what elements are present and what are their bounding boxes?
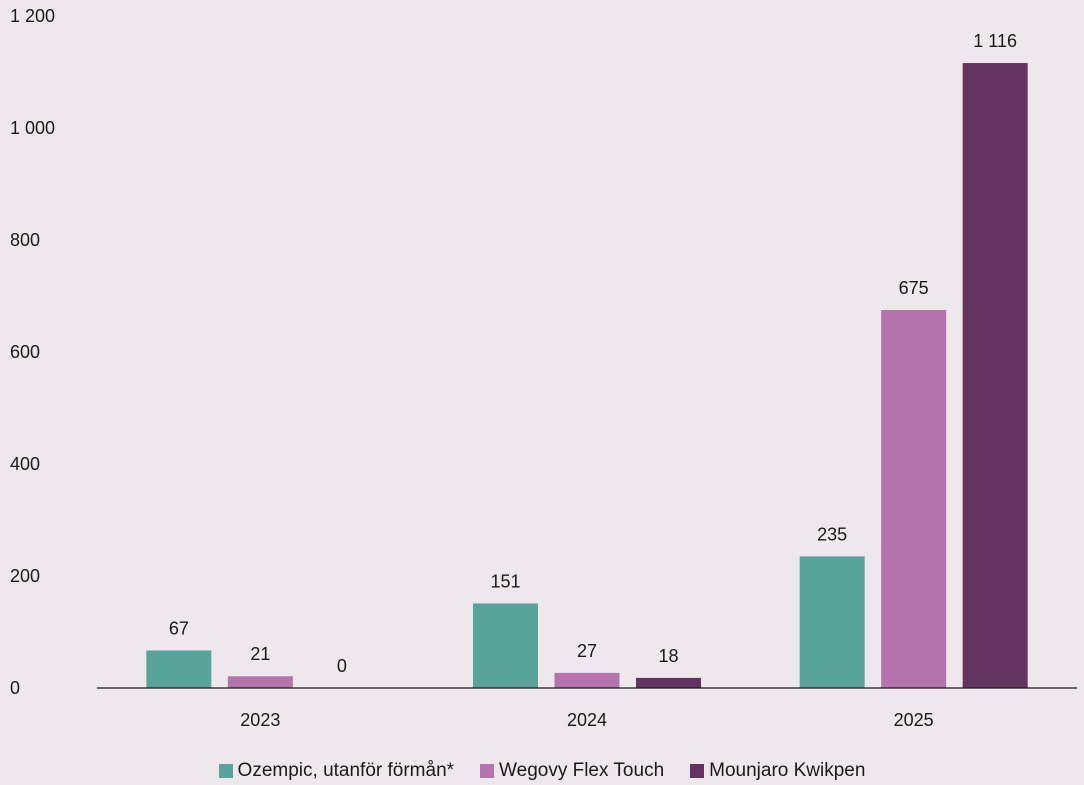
data-label: 675 (899, 278, 929, 298)
bar (881, 310, 947, 688)
x-tick-label: 2024 (567, 710, 607, 730)
data-label: 27 (577, 641, 597, 661)
data-label: 18 (658, 646, 678, 666)
data-label: 0 (337, 656, 347, 676)
data-label: 67 (169, 618, 189, 638)
bar (636, 677, 701, 688)
legend-swatch-mounjaro (690, 764, 705, 778)
legend-swatch-ozempic (218, 764, 233, 778)
y-tick-label: 600 (10, 342, 40, 362)
x-tick-label: 2025 (894, 710, 934, 730)
bar (146, 650, 212, 688)
legend-swatch-wegovy (480, 764, 495, 778)
data-label: 1 116 (973, 31, 1017, 51)
bar (227, 676, 293, 688)
x-tick-label: 2023 (240, 710, 280, 730)
legend: Ozempic, utanför förmån* Wegovy Flex Tou… (0, 760, 1084, 782)
bar-chart: 0 200 400 600 800 1 000 1 200 67 21 0 2023 151 27 18 2… (10, 6, 1077, 730)
legend-item-ozempic: Ozempic, utanför förmån* (218, 760, 455, 782)
y-tick-label: 1 200 (10, 6, 55, 26)
y-tick-label: 1 000 (10, 118, 55, 138)
y-tick-label: 800 (10, 230, 40, 250)
data-label: 21 (250, 644, 270, 664)
legend-item-mounjaro: Mounjaro Kwikpen (690, 760, 865, 782)
legend-label-ozempic: Ozempic, utanför förmån* (237, 760, 455, 781)
legend-label-wegovy: Wegovy Flex Touch (499, 760, 665, 781)
bar (962, 63, 1028, 689)
data-label: 151 (490, 571, 520, 591)
bar (473, 603, 538, 688)
data-label: 235 (817, 524, 847, 544)
y-tick-label: 200 (10, 566, 40, 586)
bar (554, 672, 620, 688)
y-tick-label: 400 (10, 454, 40, 474)
legend-label-mounjaro: Mounjaro Kwikpen (709, 760, 866, 781)
legend-item-wegovy: Wegovy Flex Touch (480, 760, 664, 782)
y-tick-label: 0 (10, 678, 20, 698)
bar (799, 556, 865, 688)
